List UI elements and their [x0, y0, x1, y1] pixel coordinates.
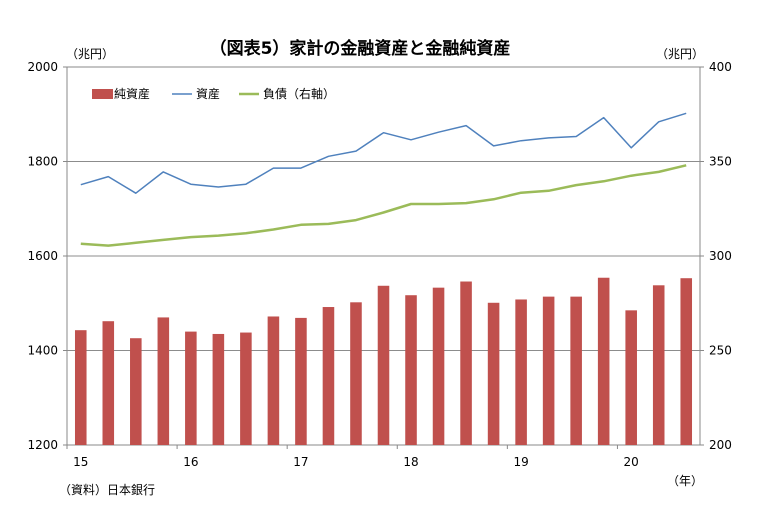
left-axis-unit: （兆円） [66, 47, 114, 61]
left-tick-label: 1400 [27, 344, 58, 358]
line-assets [80, 112, 687, 194]
bar-net-assets [295, 317, 307, 445]
left-tick-label: 1200 [27, 438, 58, 452]
x-tick-label: 18 [403, 455, 418, 469]
right-tick-label: 200 [709, 438, 732, 452]
bar-net-assets [487, 302, 500, 445]
chart-title: （図表5）家計の金融資産と金融純資産 [210, 38, 511, 59]
bar-series [74, 277, 693, 445]
bar-net-assets [157, 317, 170, 445]
bar-net-assets [102, 321, 115, 445]
right-tick-label: 400 [709, 60, 732, 74]
legend-swatch-net-assets [92, 89, 113, 99]
x-tick-label: 20 [624, 455, 639, 469]
line-series [80, 112, 687, 247]
x-tick-label: 15 [73, 455, 88, 469]
x-tick-label: 17 [293, 455, 308, 469]
bar-net-assets [130, 338, 142, 445]
left-tick-label: 2000 [27, 60, 58, 74]
left-tick-label: 1600 [27, 249, 58, 263]
legend: 純資産 資産 負債（右軸） [92, 86, 335, 101]
bar-net-assets [267, 316, 280, 445]
bar-net-assets [460, 281, 472, 445]
right-tick-label: 350 [709, 155, 732, 169]
bar-net-assets [377, 285, 390, 445]
legend-label-assets: 資産 [196, 86, 220, 101]
x-axis-ticks: 15 16 17 18 19 20 [66, 445, 639, 469]
bar-net-assets [652, 285, 665, 445]
bar-net-assets [185, 331, 197, 445]
legend-label-liabilities: 負債（右軸） [263, 86, 335, 101]
bar-net-assets [322, 307, 335, 445]
x-tick-label: 16 [183, 455, 198, 469]
bar-net-assets [212, 333, 225, 445]
bar-net-assets [515, 299, 527, 445]
x-axis-unit: （年） [667, 474, 703, 488]
left-axis-ticks: 1200 1400 1600 1800 2000 [27, 60, 67, 452]
bar-net-assets [432, 287, 445, 445]
left-tick-label: 1800 [27, 155, 58, 169]
bar-net-assets [74, 330, 87, 445]
right-axis-unit: （兆円） [656, 47, 704, 61]
line-liabilities [80, 164, 687, 247]
bar-net-assets [542, 296, 555, 445]
bar-net-assets [350, 302, 362, 445]
bar-net-assets [405, 295, 417, 445]
x-tick-label: 19 [513, 455, 528, 469]
bar-net-assets [240, 332, 252, 445]
bar-net-assets [597, 277, 610, 445]
bar-net-assets [570, 296, 582, 445]
source-note: （資料）日本銀行 [59, 483, 155, 497]
legend-label-net-assets: 純資産 [114, 86, 150, 101]
right-tick-label: 300 [709, 249, 732, 263]
bar-net-assets [625, 310, 637, 445]
right-tick-label: 250 [709, 344, 732, 358]
bar-net-assets [680, 278, 693, 445]
right-axis-ticks: 200 250 300 350 400 [700, 60, 732, 452]
